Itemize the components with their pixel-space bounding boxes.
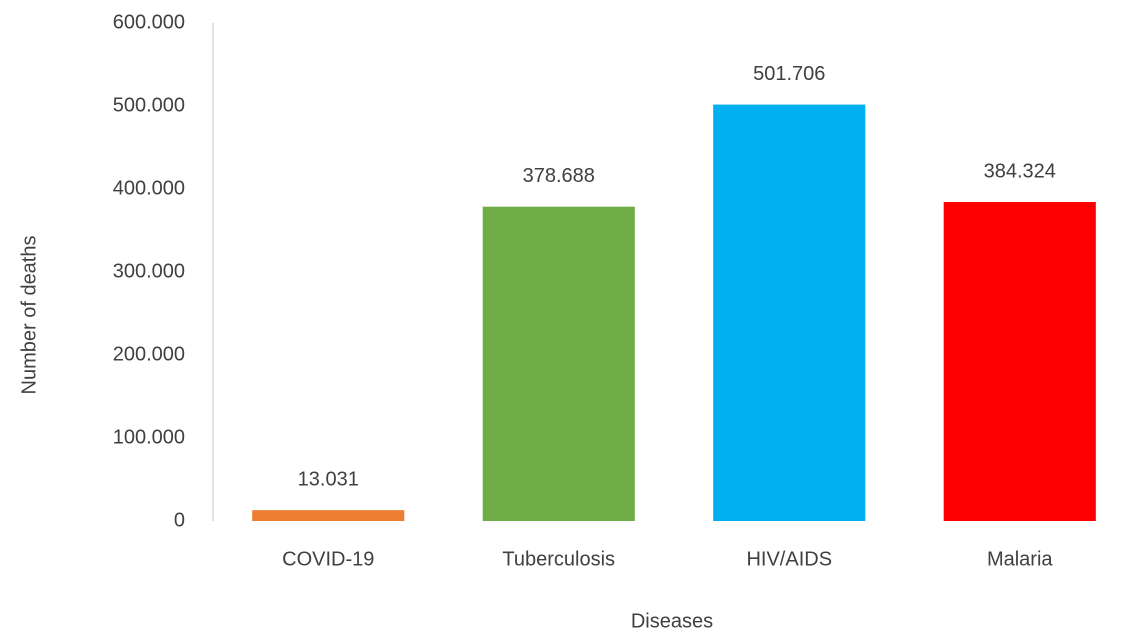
y-tick-label: 400.000: [113, 177, 185, 199]
data-label: 501.706: [753, 63, 825, 85]
y-tick-label: 500.000: [113, 94, 185, 116]
bar: [713, 104, 866, 522]
bar: [943, 202, 1096, 521]
bar: [482, 206, 635, 521]
bar: [252, 510, 405, 521]
x-tick-label: Tuberculosis: [502, 548, 615, 570]
y-tick-label: 200.000: [113, 343, 185, 365]
data-label: 384.324: [984, 160, 1056, 182]
y-tick-label: 0: [174, 509, 185, 531]
x-tick-label: HIV/AIDS: [746, 548, 832, 570]
y-tick-label: 600.000: [113, 11, 185, 33]
data-label: 13.031: [298, 468, 359, 490]
y-tick-label: 100.000: [113, 426, 185, 448]
x-tick-label: COVID-19: [282, 548, 374, 570]
x-tick-label: Malaria: [987, 548, 1053, 570]
y-axis-title: Number of deaths: [18, 236, 40, 395]
data-label: 378.688: [523, 165, 595, 187]
y-tick-label: 300.000: [113, 260, 185, 282]
x-axis-title: Diseases: [631, 610, 713, 632]
